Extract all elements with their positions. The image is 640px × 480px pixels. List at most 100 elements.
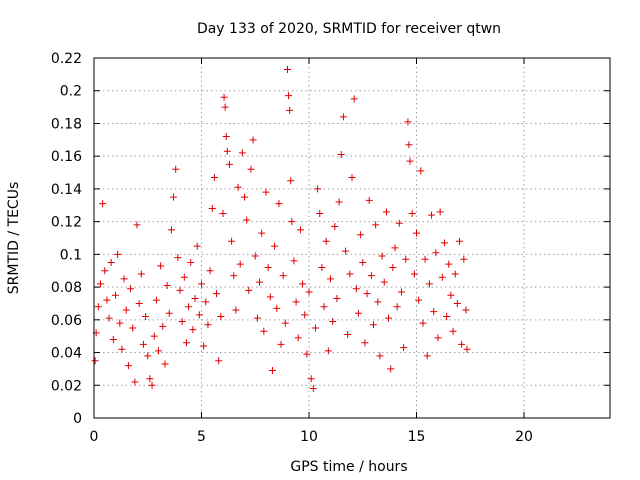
data-point [228, 237, 236, 245]
data-point [191, 295, 199, 303]
data-point [178, 317, 186, 325]
y-tick-label: 0.14 [51, 182, 82, 198]
y-axis-label: SRMTID / TECUs [6, 182, 22, 295]
data-point [417, 167, 425, 175]
data-point [180, 273, 188, 281]
data-point [354, 309, 362, 317]
data-point [309, 385, 317, 393]
data-point [195, 311, 203, 319]
data-point [395, 219, 403, 227]
data-point [405, 141, 413, 149]
data-point [314, 185, 322, 193]
y-tick-label: 0.02 [51, 378, 82, 394]
data-point [247, 165, 255, 173]
data-point [215, 357, 223, 365]
data-point [408, 209, 416, 217]
data-point [413, 229, 420, 237]
data-point [253, 314, 261, 322]
y-tick-label: 0.04 [51, 346, 82, 362]
data-point [114, 250, 122, 258]
data-point [299, 280, 307, 288]
y-tick-label: 0.08 [51, 280, 82, 296]
data-point [266, 293, 274, 301]
data-point [425, 280, 433, 288]
data-point [127, 285, 135, 293]
data-point [105, 314, 113, 322]
data-point [187, 259, 195, 267]
data-points [91, 65, 471, 393]
x-tick-label: 5 [197, 429, 206, 445]
data-point [112, 291, 119, 299]
x-tick-label: 20 [515, 429, 533, 445]
data-point [144, 352, 152, 360]
data-point [219, 209, 227, 217]
data-point [129, 324, 137, 332]
data-point [423, 352, 431, 360]
data-point [155, 347, 162, 355]
data-point [329, 317, 337, 325]
data-point [288, 218, 296, 226]
data-point [387, 365, 395, 373]
x-tick-label: 15 [408, 429, 426, 445]
data-point [451, 270, 459, 278]
data-point [217, 313, 225, 321]
data-point [463, 345, 471, 353]
data-point [122, 306, 130, 314]
data-point [406, 157, 414, 165]
data-point [393, 303, 401, 311]
data-point [157, 262, 165, 270]
data-point [400, 344, 408, 352]
data-point [296, 226, 304, 234]
data-point [185, 303, 193, 311]
x-tick-label: 0 [90, 429, 99, 445]
data-point [428, 211, 436, 219]
data-point [352, 285, 360, 293]
data-point [210, 173, 218, 181]
data-point [139, 340, 147, 348]
x-axis-label: GPS time / hours [290, 459, 407, 475]
data-point [286, 106, 294, 114]
data-point [342, 247, 350, 255]
data-point [284, 65, 291, 73]
data-point [327, 275, 334, 283]
data-point [279, 272, 287, 280]
data-point [243, 216, 251, 224]
data-point [146, 375, 154, 383]
data-point [174, 254, 182, 262]
y-tick-labels: 0 0.02 0.04 0.06 0.08 0.1 0.12 0.14 0.16 0.18 0.2 0… [51, 51, 82, 427]
data-point [445, 260, 453, 268]
y-tick-label: 0.12 [51, 215, 82, 231]
data-point [440, 239, 448, 247]
data-point [372, 221, 380, 229]
data-point [198, 280, 205, 288]
data-point [410, 270, 418, 278]
data-point [161, 360, 169, 368]
data-point [382, 208, 390, 216]
data-point [335, 198, 343, 206]
data-point [271, 242, 279, 250]
data-point [133, 221, 141, 229]
data-point [365, 196, 373, 204]
data-point [346, 270, 354, 278]
data-point [275, 200, 283, 208]
data-point [430, 308, 438, 316]
data-point [415, 296, 423, 304]
data-point [236, 260, 244, 268]
data-point [109, 335, 117, 343]
data-point [361, 339, 369, 347]
data-point [460, 255, 468, 263]
data-point [402, 255, 410, 263]
data-point [189, 326, 197, 334]
data-point [234, 183, 242, 191]
data-point [458, 340, 466, 348]
data-point [432, 249, 440, 257]
data-point [208, 205, 216, 213]
data-point [404, 118, 412, 126]
data-point [238, 149, 246, 157]
data-point [260, 327, 268, 335]
data-point [103, 296, 111, 304]
data-point [292, 298, 300, 306]
data-point [421, 255, 429, 263]
data-point [182, 339, 190, 347]
x-tick-label: 10 [300, 429, 318, 445]
